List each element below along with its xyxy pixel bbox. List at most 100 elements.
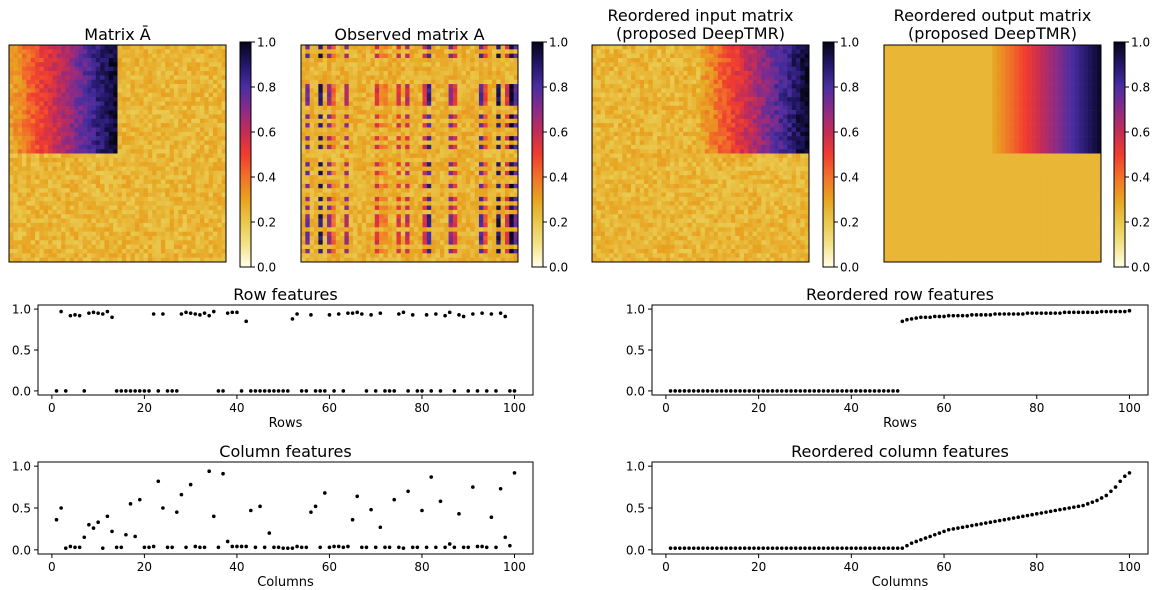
scatter-point xyxy=(231,545,235,549)
scatter-point xyxy=(55,518,59,522)
scatter-point xyxy=(743,389,747,393)
scatter-point xyxy=(457,512,461,516)
scatter-point xyxy=(337,312,341,316)
scatter-point xyxy=(720,546,724,550)
scatter-point xyxy=(87,311,91,315)
scatter-point xyxy=(420,389,424,393)
scatter-point xyxy=(1040,511,1044,515)
scatter-point xyxy=(1114,485,1118,489)
scatter-point xyxy=(933,315,937,319)
colorbar-tick-label: 1.0 xyxy=(840,36,859,50)
x-tick-label: 100 xyxy=(503,560,526,574)
scatter-point xyxy=(355,494,359,498)
scatter-point xyxy=(457,313,461,317)
x-tick-label: 80 xyxy=(1029,401,1044,415)
scatter-point xyxy=(305,389,309,393)
scatter-point xyxy=(180,312,184,316)
scatter-points xyxy=(669,309,1132,393)
scatter-point xyxy=(697,389,701,393)
scatter-point xyxy=(1035,311,1039,315)
scatter-point xyxy=(425,313,429,317)
scatter-point xyxy=(323,491,327,495)
scatter-point xyxy=(300,546,304,550)
x-tick-label: 0 xyxy=(662,560,670,574)
scatter-point xyxy=(896,546,900,550)
scatter-point xyxy=(1081,504,1085,508)
scatter-point xyxy=(295,545,299,549)
scatter-point xyxy=(831,546,835,550)
scatter-point xyxy=(868,546,872,550)
scatter-point xyxy=(789,546,793,550)
scatter-point xyxy=(453,546,457,550)
scatter-point xyxy=(901,546,905,550)
heatmap-panel-1: Matrix Ā0.00.20.40.60.81.0 xyxy=(9,25,276,275)
x-tick-label: 80 xyxy=(414,560,429,574)
colorbar-tick-label: 0.0 xyxy=(840,261,859,275)
scatter-point xyxy=(1049,311,1053,315)
x-tick-label: 60 xyxy=(936,560,951,574)
scatter-point xyxy=(249,389,253,393)
scatter-point xyxy=(882,546,886,550)
scatter-title: Column features xyxy=(219,442,351,461)
scatter-point xyxy=(928,535,932,539)
scatter-point xyxy=(928,315,932,319)
heatmap-cells xyxy=(301,45,518,262)
scatter-point xyxy=(1100,496,1104,500)
scatter-point xyxy=(1091,500,1095,504)
scatter-point xyxy=(1086,502,1090,506)
scatter-point xyxy=(780,389,784,393)
scatter-point xyxy=(78,546,82,550)
scatter-point xyxy=(1114,310,1118,314)
scatter-point xyxy=(975,523,979,527)
scatter-point xyxy=(715,389,719,393)
scatter-point xyxy=(365,546,369,550)
x-tick-label: 40 xyxy=(844,560,859,574)
scatter-point xyxy=(836,389,840,393)
scatter-point xyxy=(1123,474,1127,478)
scatter-point xyxy=(1030,311,1034,315)
scatter-point xyxy=(775,546,779,550)
scatter-point xyxy=(212,310,216,314)
colorbar-tick-label: 0.2 xyxy=(257,216,276,230)
scatter-point xyxy=(64,546,68,550)
axes-frame xyxy=(652,305,1148,395)
scatter-point xyxy=(342,546,346,550)
scatter-point xyxy=(55,389,59,393)
scatter-point xyxy=(318,546,322,550)
scatter-point xyxy=(706,389,710,393)
scatter-points xyxy=(55,310,517,393)
colorbar-bar xyxy=(1114,42,1125,267)
scatter-point xyxy=(240,545,244,549)
scatter-point xyxy=(388,546,392,550)
scatter-points xyxy=(55,469,517,550)
heatmap-cells xyxy=(884,45,1101,262)
scatter-point xyxy=(170,546,174,550)
scatter-point xyxy=(388,389,392,393)
scatter-point xyxy=(175,510,179,514)
scatter-point xyxy=(724,546,728,550)
colorbar-tick-label: 0.2 xyxy=(549,216,568,230)
scatter-point xyxy=(198,546,202,550)
scatter-point xyxy=(124,533,128,537)
scatter-point xyxy=(189,483,193,487)
scatter-point xyxy=(508,389,512,393)
scatter-point xyxy=(235,545,239,549)
scatter-point xyxy=(332,389,336,393)
scatter-point xyxy=(845,389,849,393)
scatter-point xyxy=(397,546,401,550)
scatter-point xyxy=(411,313,415,317)
scatter-point xyxy=(203,311,207,315)
scatter-point xyxy=(480,311,484,315)
scatter-point xyxy=(692,389,696,393)
scatter-point xyxy=(342,389,346,393)
scatter-point xyxy=(92,526,96,530)
scatter-point xyxy=(683,546,687,550)
scatter-point xyxy=(975,313,979,317)
colorbar-tick-label: 0.6 xyxy=(257,126,276,140)
scatter-point xyxy=(771,389,775,393)
scatter-point xyxy=(678,546,682,550)
scatter-point xyxy=(942,315,946,319)
scatter-point xyxy=(910,541,914,545)
x-tick-label: 40 xyxy=(229,401,244,415)
